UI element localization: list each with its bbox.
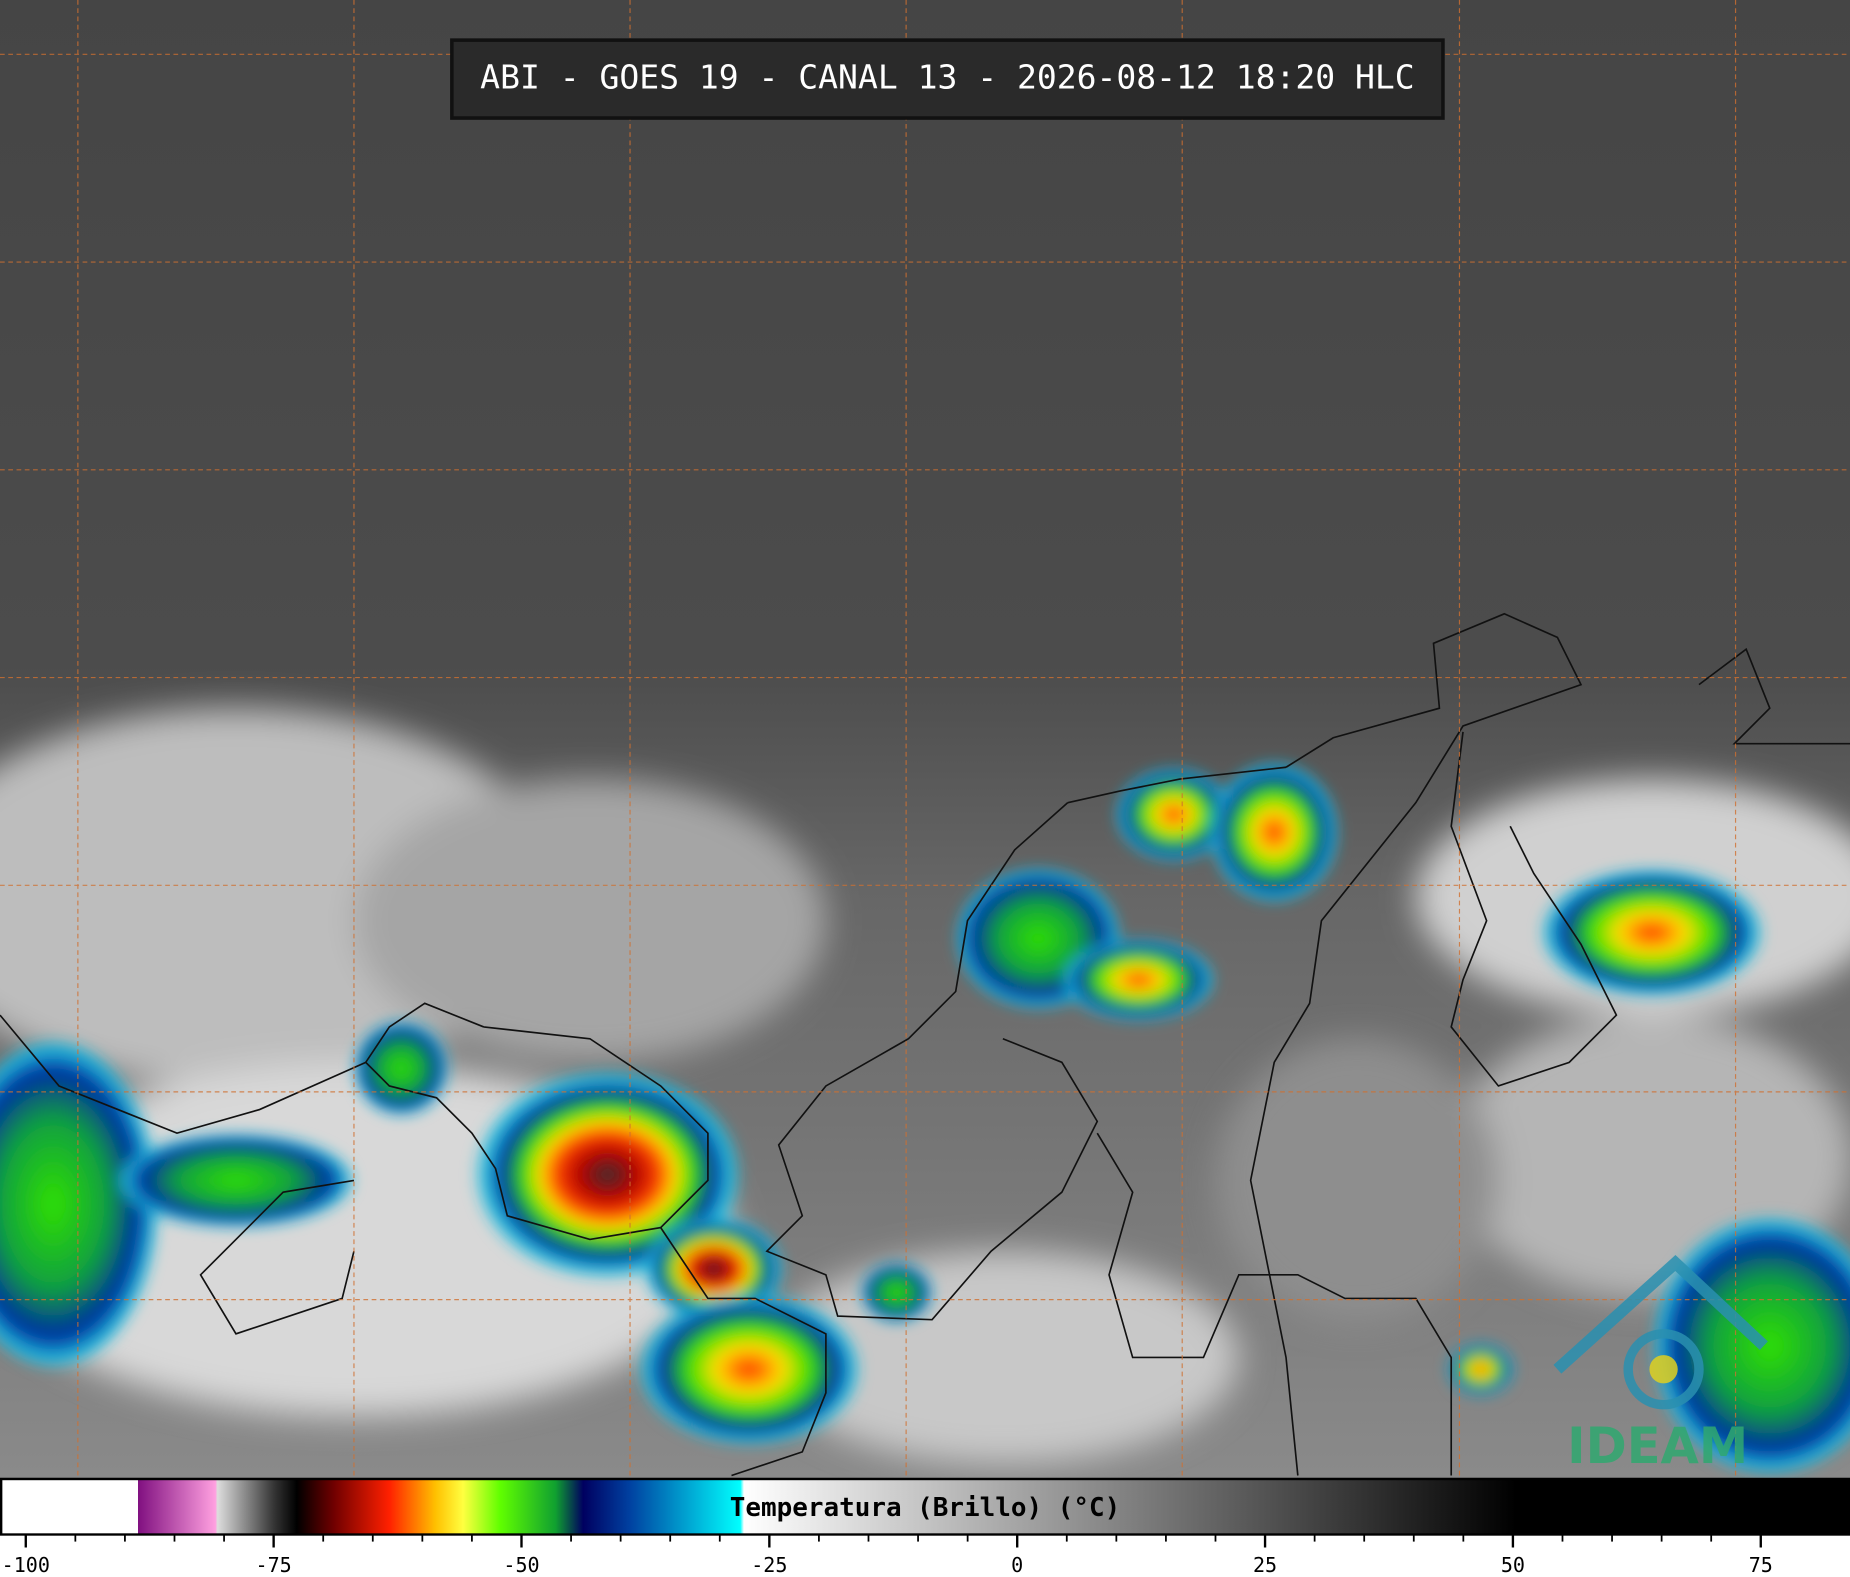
colorbar [0, 1477, 1850, 1536]
coastlines [0, 612, 1850, 1477]
colorbar-label: Temperatura (Brillo) (°C) [730, 1493, 1121, 1523]
tick-label: -50 [503, 1553, 539, 1577]
axis-band [0, 1534, 1850, 1577]
tick-label: -100 [2, 1553, 50, 1577]
tick-label: 0 [1011, 1553, 1023, 1577]
tick-label: 75 [1749, 1553, 1773, 1577]
title-box [450, 38, 1445, 120]
tick-label: 25 [1253, 1553, 1277, 1577]
graticule [0, 0, 1850, 1478]
tick-label: -25 [751, 1553, 787, 1577]
tick-label: -75 [256, 1553, 292, 1577]
colorbar-ticks: -100 -75 -50 -25 0 25 50 75 [2, 1534, 1773, 1577]
logo: IDEAM [1553, 1255, 1768, 1475]
title: ABI - GOES 19 - CANAL 13 - 2026-08-12 18… [480, 58, 1414, 97]
tick-label: 50 [1501, 1553, 1525, 1577]
logo-text: IDEAM [1567, 1417, 1748, 1475]
